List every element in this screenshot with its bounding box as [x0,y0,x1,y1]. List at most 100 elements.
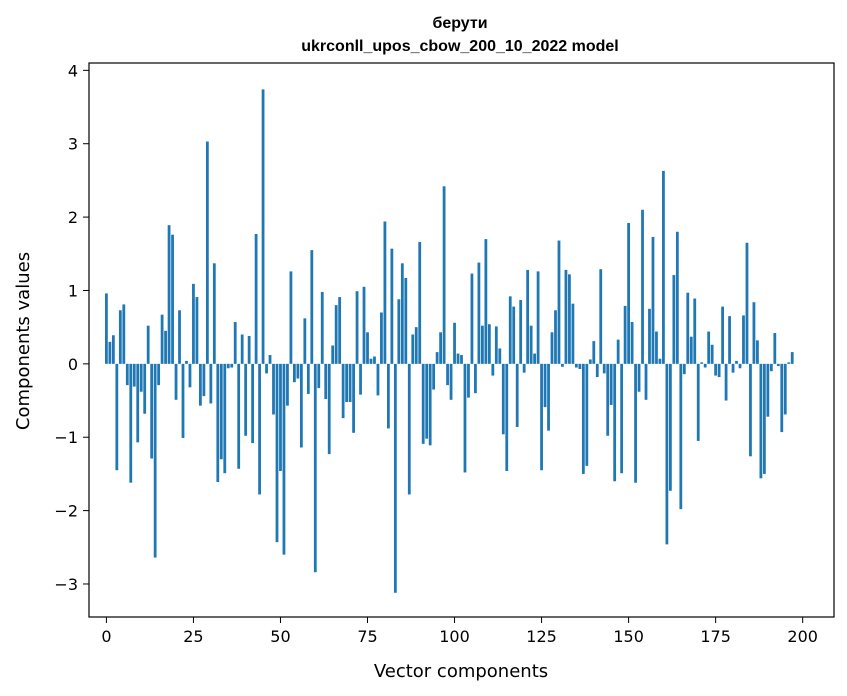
bar [345,363,349,403]
bar [411,334,415,364]
bar [171,234,174,364]
bar [320,291,324,364]
bar [355,291,359,364]
bar [380,312,383,364]
bar [662,170,665,364]
y-tick-label: −1 [54,428,78,447]
bar [613,363,617,482]
y-tick-label: 3 [68,135,78,154]
bar [251,363,255,444]
bar [369,358,373,364]
bar [393,363,397,593]
bar [668,363,672,491]
bar [578,363,582,369]
bar [780,363,784,433]
bar [299,363,303,448]
bar [313,363,317,573]
bar [404,277,408,364]
bar [331,345,335,364]
bar [212,263,216,364]
bar [700,362,704,364]
bar [749,363,752,457]
bar [293,363,296,383]
bar [216,363,220,482]
bar [592,341,596,364]
bar [550,332,554,364]
bar [456,353,460,364]
bar [655,331,658,364]
bar [665,363,669,545]
bar [731,363,735,373]
x-tick-label: 125 [526,627,557,646]
bar [449,363,453,400]
bar [561,363,564,367]
bar [139,363,143,392]
bar [390,248,394,364]
bar [540,363,543,471]
bar [759,363,763,479]
bar [467,363,470,398]
bar [689,336,693,364]
bar [362,286,366,364]
bar [195,297,199,364]
bar [352,363,355,433]
bar [387,363,390,429]
bar [606,363,610,436]
bar [627,222,630,364]
bar [735,360,738,364]
bar [648,308,651,364]
bar [634,363,637,483]
bar [268,355,272,364]
bar [602,363,606,374]
bar [696,363,700,441]
bar [501,363,505,435]
bar [773,333,777,364]
bar [439,332,443,364]
bar [710,344,714,364]
bar [397,299,401,364]
bar [240,334,244,364]
bar [157,363,161,386]
bar [202,363,206,397]
bar [421,363,425,444]
bar [762,363,766,474]
bar [223,363,227,474]
y-tick-label: 2 [68,208,78,227]
bar [533,353,536,364]
bar [136,363,140,443]
bar [418,242,422,364]
bar [588,359,592,364]
bar [717,363,721,378]
bar [132,363,136,387]
bar [435,352,439,364]
bar [205,141,209,364]
bar [188,363,192,388]
bar [651,236,655,364]
bar [526,269,530,364]
bar [515,363,519,427]
plot-frame [88,62,835,618]
bar [153,363,157,558]
bar [679,363,683,510]
bar [581,363,585,474]
bar [630,322,634,364]
bar [122,304,126,364]
bar [129,363,133,483]
bar [348,363,352,403]
bar [111,335,115,364]
x-tick-label: 150 [613,627,644,646]
bar [599,269,603,364]
bar [742,315,745,364]
bar [616,339,620,364]
bar [769,363,773,372]
bar [143,363,147,414]
bar [428,363,432,446]
chart-title: берути [432,15,487,32]
bar [338,297,342,364]
bar [192,283,195,364]
bar [306,363,310,394]
bar [508,296,512,364]
bar [442,186,446,364]
bar [463,363,467,473]
bar [108,341,112,364]
